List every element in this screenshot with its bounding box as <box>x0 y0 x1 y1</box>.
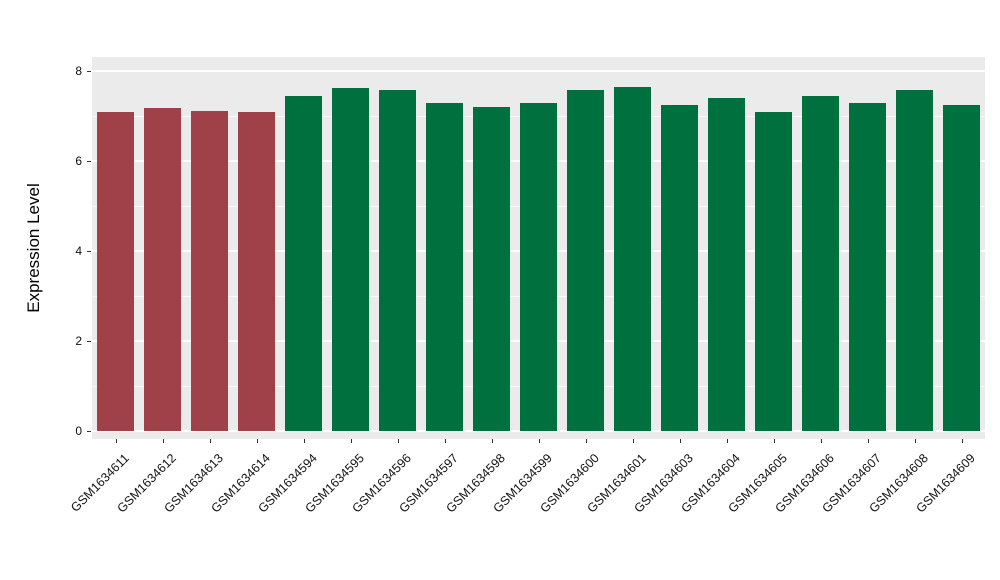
bar-GSM1634613 <box>190 110 229 431</box>
bar-GSM1634596 <box>378 90 417 431</box>
bar-GSM1634608 <box>895 89 934 431</box>
bar-GSM1634611 <box>96 111 135 431</box>
x-tick-mark <box>350 439 352 443</box>
x-tick-mark <box>303 439 305 443</box>
x-tick-mark <box>632 439 634 443</box>
x-tick-mark <box>256 439 258 443</box>
bar-GSM1634603 <box>660 104 699 431</box>
x-tick-mark <box>538 439 540 443</box>
bar-GSM1634600 <box>566 89 605 431</box>
bar-GSM1634604 <box>707 98 746 431</box>
x-tick-mark <box>726 439 728 443</box>
y-tick-mark <box>87 251 91 252</box>
bar-GSM1634598 <box>472 107 511 431</box>
y-tick-label: 8 <box>75 64 82 78</box>
bar-GSM1634606 <box>801 95 840 431</box>
bar-GSM1634612 <box>143 107 182 431</box>
x-tick-mark <box>397 439 399 443</box>
x-tick-mark <box>162 439 164 443</box>
y-tick-label: 2 <box>75 334 82 348</box>
bar-GSM1634594 <box>284 95 323 431</box>
gridline-major <box>92 430 985 432</box>
x-tick-mark <box>961 439 963 443</box>
x-tick-mark <box>115 439 117 443</box>
bar-GSM1634609 <box>942 104 981 431</box>
x-tick-mark <box>491 439 493 443</box>
x-tick-mark <box>209 439 211 443</box>
x-tick-mark <box>773 439 775 443</box>
x-tick-mark <box>679 439 681 443</box>
y-tick-mark <box>87 71 91 72</box>
plot-panel <box>92 57 985 439</box>
y-tick-label: 0 <box>75 424 82 438</box>
bar-GSM1634599 <box>519 102 558 431</box>
bar-GSM1634601 <box>613 86 652 431</box>
bar-GSM1634595 <box>331 88 370 431</box>
bar-GSM1634605 <box>754 112 793 431</box>
gridline-major <box>92 70 985 72</box>
y-axis-title: Expression Level <box>24 183 43 313</box>
x-tick-mark <box>820 439 822 443</box>
x-tick-mark <box>444 439 446 443</box>
bar-GSM1634597 <box>425 102 464 431</box>
y-tick-label: 4 <box>75 244 82 258</box>
bar-GSM1634614 <box>237 112 276 431</box>
x-tick-mark <box>585 439 587 443</box>
x-tick-mark <box>914 439 916 443</box>
y-tick-mark <box>87 341 91 342</box>
bar-GSM1634607 <box>848 102 887 431</box>
y-tick-mark <box>87 161 91 162</box>
y-tick-mark <box>87 431 91 432</box>
x-tick-mark <box>867 439 869 443</box>
y-tick-label: 6 <box>75 154 82 168</box>
